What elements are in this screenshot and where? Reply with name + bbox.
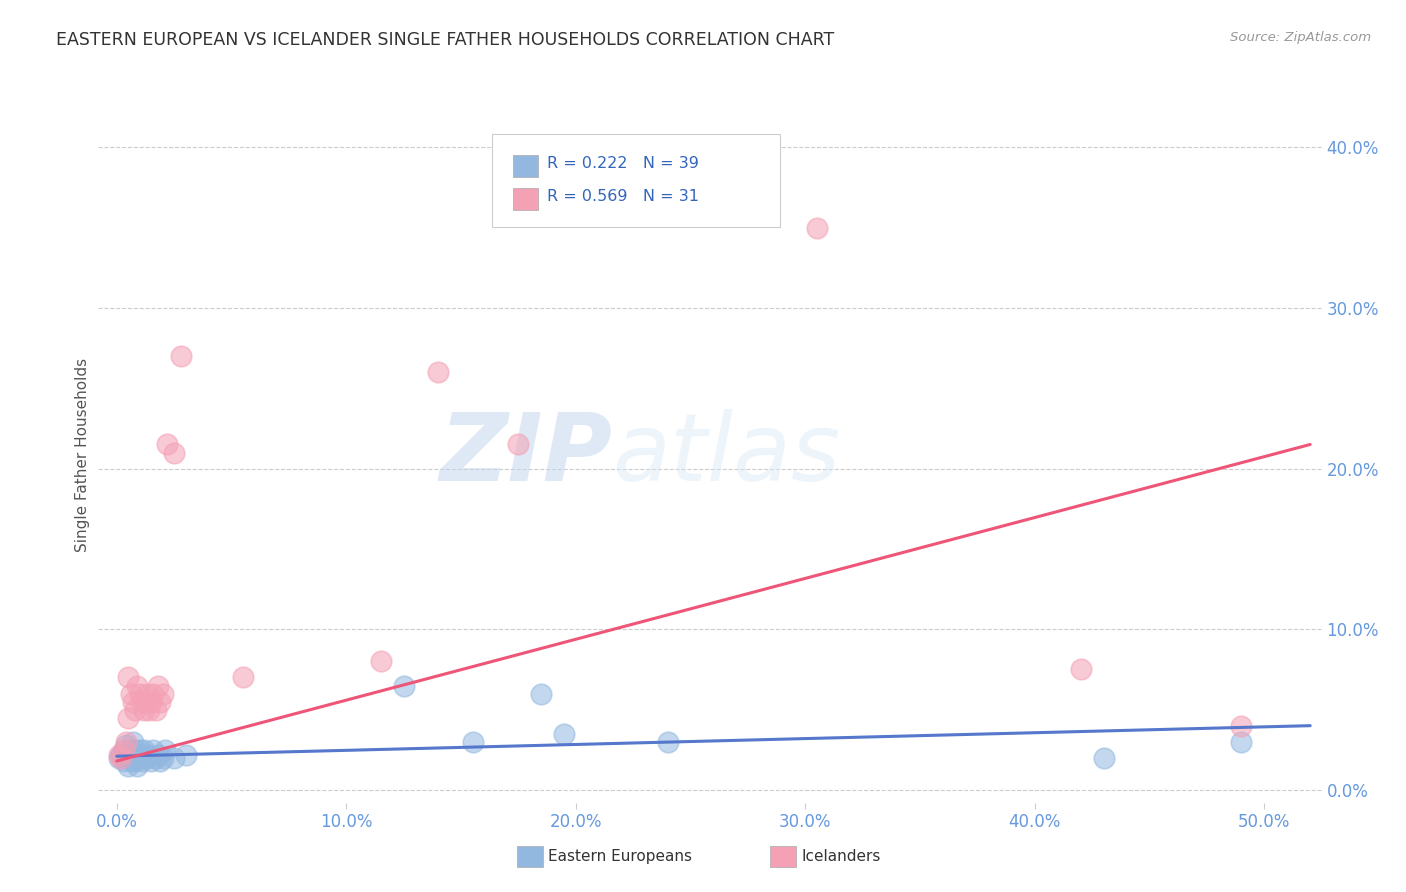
Point (1230, 735, 1253, 749)
Point (145, 703, 167, 717)
Point (135, 687, 157, 701)
Point (142, 687, 165, 701)
Point (110, 747, 132, 762)
Point (124, 743, 146, 757)
Point (152, 751, 174, 765)
Point (145, 751, 167, 765)
Point (121, 735, 143, 749)
Point (128, 751, 150, 765)
Point (121, 751, 143, 765)
Point (152, 687, 174, 701)
Point (174, 747, 197, 762)
Point (163, 751, 186, 765)
Text: EASTERN EUROPEAN VS ICELANDER SINGLE FATHER HOUSEHOLDS CORRELATION CHART: EASTERN EUROPEAN VS ICELANDER SINGLE FAT… (56, 31, 835, 49)
Point (232, 670, 254, 684)
Point (141, 754, 163, 768)
Point (131, 747, 153, 762)
Point (461, 735, 484, 749)
Point (392, 678, 415, 692)
Point (115, 738, 138, 752)
Point (146, 678, 169, 692)
Point (1230, 719, 1253, 733)
Point (131, 754, 153, 768)
Point (138, 747, 160, 762)
Text: Eastern Europeans: Eastern Europeans (548, 849, 692, 863)
Point (553, 727, 575, 741)
Point (142, 743, 165, 757)
Point (127, 678, 149, 692)
Point (117, 759, 139, 773)
Point (134, 703, 156, 717)
Text: atlas: atlas (612, 409, 841, 500)
Point (115, 735, 138, 749)
Point (112, 743, 135, 757)
Point (508, 437, 530, 451)
Point (156, 437, 179, 451)
Point (128, 743, 150, 757)
Point (120, 754, 142, 768)
Text: Icelanders: Icelanders (801, 849, 880, 863)
Point (141, 695, 163, 709)
Text: ZIP: ZIP (439, 409, 612, 501)
Point (108, 747, 131, 762)
Point (530, 687, 553, 701)
Point (117, 711, 139, 725)
Text: R = 0.222   N = 39: R = 0.222 N = 39 (547, 156, 699, 170)
Point (427, 365, 450, 379)
Point (1092, 751, 1115, 765)
Point (124, 754, 146, 768)
Point (149, 695, 172, 709)
Point (806, 220, 828, 235)
Point (112, 754, 135, 768)
Point (149, 754, 172, 768)
Y-axis label: Single Father Households: Single Father Households (75, 358, 90, 552)
Point (127, 747, 149, 762)
Point (138, 703, 160, 717)
Point (124, 703, 146, 717)
Point (112, 743, 135, 757)
Point (153, 743, 176, 757)
Point (120, 687, 142, 701)
Point (131, 695, 153, 709)
Point (108, 751, 131, 765)
Point (657, 735, 679, 749)
Point (163, 445, 186, 459)
Text: Source: ZipAtlas.com: Source: ZipAtlas.com (1230, 31, 1371, 45)
Point (121, 695, 143, 709)
Point (110, 751, 132, 765)
Point (115, 751, 138, 765)
Point (1070, 662, 1092, 676)
Point (146, 747, 169, 762)
Point (120, 743, 142, 757)
Point (117, 747, 139, 762)
Point (117, 670, 139, 684)
Text: R = 0.569   N = 31: R = 0.569 N = 31 (547, 189, 699, 203)
Point (170, 349, 193, 363)
Point (127, 759, 149, 773)
Point (134, 743, 156, 757)
Point (128, 687, 150, 701)
Point (135, 751, 157, 765)
Point (370, 654, 392, 668)
